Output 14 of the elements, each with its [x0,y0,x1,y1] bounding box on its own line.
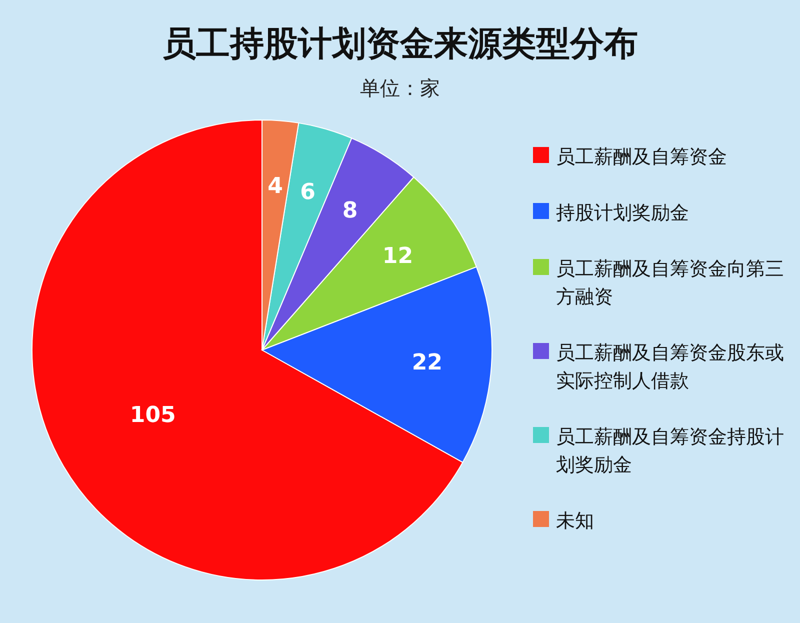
data-label: 8 [342,198,358,224]
legend-label: 员工薪酬及自筹资金股东或实际控制人借款 [556,342,784,392]
data-label: 22 [412,350,443,376]
legend-label: 持股计划奖励金 [556,202,689,224]
data-label: 6 [300,180,316,205]
data-label: 4 [268,174,283,199]
legend-label: 未知 [556,510,594,532]
legend-label: 员工薪酬及自筹资金持股计划奖励金 [556,426,784,476]
chart-title: 员工持股计划资金来源类型分布 [162,24,638,64]
chart-subtitle: 单位：家 [360,76,440,100]
data-label: 12 [382,244,414,270]
data-label: 105 [130,402,176,428]
legend-label: 员工薪酬及自筹资金向第三方融资 [556,258,784,308]
legend-label: 员工薪酬及自筹资金 [556,146,727,168]
